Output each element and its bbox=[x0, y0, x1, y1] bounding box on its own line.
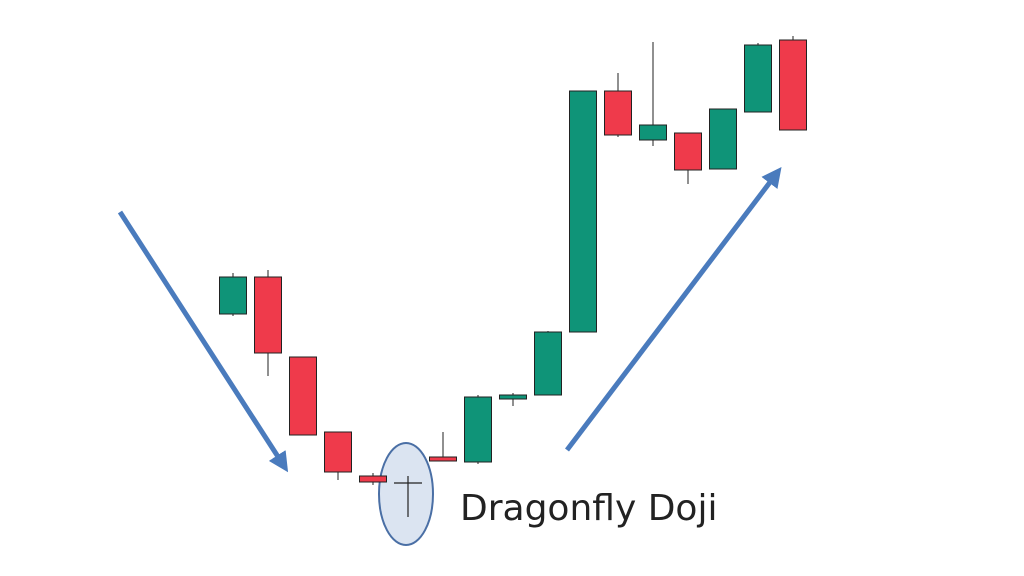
annotation-label: Dragonfly Doji bbox=[460, 488, 717, 529]
bearish-candle bbox=[604, 90, 632, 136]
bullish-candle bbox=[219, 276, 247, 315]
candles bbox=[219, 36, 807, 485]
bearish-candle bbox=[359, 475, 387, 483]
bullish-candle bbox=[639, 124, 667, 141]
bearish-candle bbox=[429, 456, 457, 462]
downtrend-arrow bbox=[117, 210, 289, 473]
bullish-candle bbox=[464, 396, 492, 463]
uptrend-arrow bbox=[565, 167, 782, 452]
bullish-candle bbox=[499, 394, 527, 400]
bearish-candle bbox=[324, 431, 352, 473]
bullish-candle bbox=[744, 44, 772, 113]
highlight-ellipse bbox=[378, 442, 434, 546]
bearish-candle bbox=[289, 356, 317, 436]
bearish-candle bbox=[254, 276, 282, 354]
bullish-candle bbox=[709, 108, 737, 170]
bullish-candle bbox=[569, 90, 597, 333]
bearish-candle bbox=[674, 132, 702, 171]
bearish-candle bbox=[779, 39, 807, 131]
bullish-candle bbox=[534, 331, 562, 396]
